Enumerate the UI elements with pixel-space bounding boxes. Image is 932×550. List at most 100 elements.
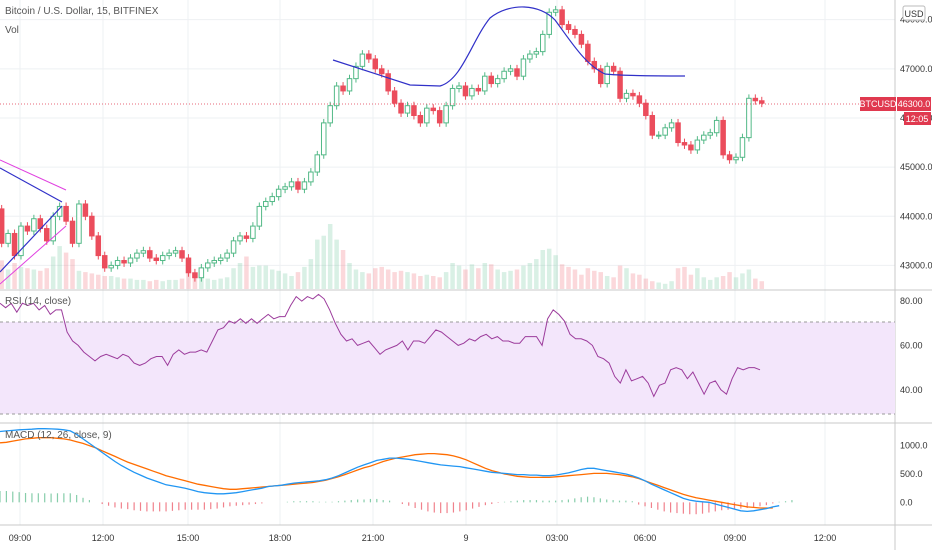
candle-body bbox=[333, 85, 340, 107]
candle-body bbox=[688, 144, 694, 151]
volume-bar bbox=[746, 269, 752, 289]
candle-body bbox=[378, 68, 385, 75]
candle-body bbox=[211, 260, 217, 264]
volume-bar bbox=[405, 272, 410, 289]
macd-lines bbox=[0, 428, 793, 515]
candle-body bbox=[668, 122, 675, 129]
currency-label: USD bbox=[904, 9, 924, 19]
candle-body bbox=[282, 186, 288, 190]
candle-body bbox=[565, 24, 572, 30]
candle-body bbox=[179, 250, 185, 259]
macd-label[interactable]: MACD (12, 26, close, 9) bbox=[5, 430, 112, 441]
candle-body bbox=[230, 240, 237, 254]
triangle-upper-line[interactable] bbox=[0, 167, 63, 203]
volume-bar bbox=[643, 278, 649, 289]
candle-body bbox=[134, 252, 140, 259]
candle-body bbox=[604, 65, 610, 85]
volume-bar bbox=[379, 266, 384, 289]
candle-body bbox=[655, 134, 662, 137]
candle-body bbox=[391, 90, 398, 104]
volume-bar bbox=[147, 281, 153, 289]
candle-body bbox=[585, 43, 591, 62]
candle-body bbox=[11, 232, 18, 257]
candle-body bbox=[308, 171, 314, 183]
volume-bar bbox=[443, 272, 449, 289]
volume-bar bbox=[604, 276, 610, 289]
volume-bar bbox=[617, 265, 623, 289]
time-tick-label: 12:00 bbox=[92, 533, 115, 543]
volume-bar bbox=[205, 278, 211, 289]
candle-body bbox=[436, 110, 443, 124]
volume-bar bbox=[411, 273, 417, 289]
rsi-tick-label: 80.00 bbox=[900, 296, 923, 306]
volume-bar bbox=[418, 276, 423, 289]
time-tick-label: 03:00 bbox=[546, 533, 569, 543]
countdown-tag bbox=[904, 112, 931, 125]
volume-bar bbox=[70, 259, 75, 289]
channel-upper-line[interactable] bbox=[0, 159, 67, 191]
candle-body bbox=[430, 107, 437, 112]
currency-box[interactable] bbox=[902, 5, 926, 21]
countdown-value: 12:05 bbox=[906, 114, 929, 124]
candle-body bbox=[449, 87, 456, 107]
volume-bar bbox=[695, 268, 700, 289]
candle-body bbox=[159, 255, 166, 262]
volume-bar bbox=[96, 274, 101, 289]
candle-body bbox=[675, 122, 681, 144]
rsi-line-path bbox=[0, 293, 761, 398]
triangle-lower-line[interactable] bbox=[0, 205, 63, 273]
channel-lower-line[interactable] bbox=[0, 225, 67, 285]
symbol-tag bbox=[860, 97, 896, 111]
rsi-tick-label: 60.00 bbox=[900, 340, 923, 350]
rsi-label[interactable]: RSI (14, close) bbox=[5, 296, 71, 307]
candle-body bbox=[527, 53, 533, 60]
candle-body bbox=[610, 65, 617, 72]
candle-body bbox=[31, 218, 37, 232]
candle-body bbox=[572, 28, 578, 35]
time-tick-label: 15:00 bbox=[177, 533, 200, 543]
rsi-tick-label: 40.00 bbox=[900, 385, 923, 395]
candle-body bbox=[597, 68, 604, 85]
candle-body bbox=[217, 257, 224, 262]
candle-body bbox=[5, 232, 11, 244]
volume-bar bbox=[366, 273, 372, 289]
candle-body bbox=[617, 70, 623, 99]
candle-body bbox=[443, 105, 449, 124]
volume-bar bbox=[630, 273, 636, 289]
volume-bar bbox=[521, 265, 526, 289]
drawing-tools[interactable] bbox=[0, 6, 686, 285]
volume-bar bbox=[753, 278, 758, 289]
candle-body bbox=[256, 205, 263, 227]
candle-body bbox=[411, 105, 417, 117]
price-axis[interactable]: 48000.047000.046000.045000.044000.043000… bbox=[900, 15, 932, 271]
volume-bar bbox=[308, 259, 314, 289]
candle-body bbox=[121, 260, 127, 264]
candle-body bbox=[346, 78, 353, 92]
volume-bar bbox=[128, 278, 133, 289]
candle-body bbox=[385, 73, 391, 92]
candle-body bbox=[43, 228, 50, 242]
time-axis[interactable]: 09:00 12:00 15:00 18:00 21:00 9 03:00 06:00 09:0… bbox=[9, 533, 837, 543]
candle-body bbox=[172, 250, 179, 254]
candle-body bbox=[114, 260, 121, 266]
trend-curve[interactable] bbox=[332, 6, 686, 87]
chart-title[interactable]: Bitcoin / U.S. Dollar, 15, BITFINEX bbox=[5, 6, 159, 17]
volume-bar bbox=[353, 269, 359, 289]
volume-bar bbox=[637, 274, 642, 289]
volume-bar bbox=[669, 281, 674, 289]
volume-bar bbox=[108, 276, 114, 289]
volume-bar bbox=[508, 270, 513, 289]
volume-bar bbox=[76, 270, 82, 289]
volume-bar bbox=[102, 276, 107, 289]
price-tick-label: 43000.0 bbox=[900, 260, 932, 270]
volume-bar bbox=[585, 268, 591, 289]
signal-line bbox=[0, 437, 773, 509]
candle-body bbox=[662, 127, 668, 136]
volume-bar bbox=[714, 277, 719, 289]
volume-bars bbox=[0, 224, 765, 289]
volume-bar bbox=[553, 255, 558, 289]
volume-label[interactable]: Vol bbox=[5, 25, 19, 36]
volume-bar bbox=[289, 276, 294, 289]
volume-bar bbox=[456, 265, 462, 289]
